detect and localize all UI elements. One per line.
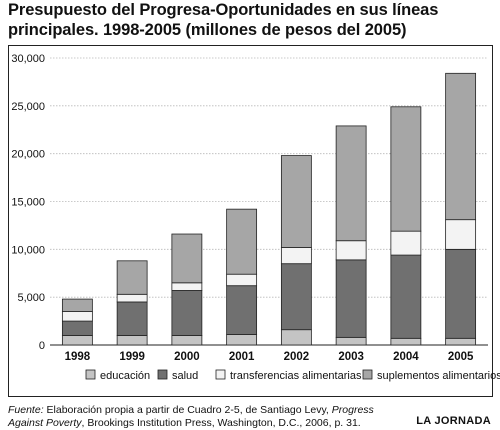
- bar-segment: [116, 293, 148, 303]
- x-tick-label: 2005: [448, 351, 474, 363]
- chart-frame: [8, 45, 493, 397]
- bar-segment: [61, 311, 93, 322]
- y-tick-label: 15,000: [11, 197, 45, 209]
- bar-segment: [445, 248, 477, 339]
- legend-label: educación: [100, 370, 150, 382]
- x-tick-label: 1999: [119, 351, 145, 363]
- bar-segment: [335, 240, 367, 261]
- x-tick-label: 2004: [393, 351, 419, 363]
- bar-segment: [226, 334, 258, 346]
- x-tick-label: 2000: [174, 351, 200, 363]
- bar-segment: [445, 337, 477, 346]
- legend-label: transferencias alimentarias: [230, 370, 362, 382]
- bar-segment: [61, 320, 93, 336]
- y-tick-label: 0: [39, 340, 45, 352]
- chart-title: Presupuesto del Progresa-Oportunidades e…: [8, 0, 494, 40]
- bar-segment: [335, 125, 367, 242]
- source-label: Fuente:: [8, 404, 44, 416]
- source-text: Elaboración propia a partir de Cuadro 2-…: [43, 404, 332, 416]
- bar-segment: [390, 106, 422, 232]
- bar-segment: [280, 155, 312, 248]
- bar-segment: [335, 336, 367, 346]
- x-tick-label: 2001: [229, 351, 255, 363]
- chart-title-line-1: Presupuesto del Progresa-Oportunidades e…: [8, 1, 439, 19]
- y-tick-label: 20,000: [11, 149, 45, 161]
- legend-swatch: [362, 369, 373, 380]
- bar-segment: [171, 335, 203, 346]
- bar-segment: [171, 233, 203, 284]
- bar-segment: [390, 230, 422, 256]
- bar-segment: [61, 335, 93, 346]
- bar-segment: [226, 285, 258, 335]
- bar-segment: [171, 282, 203, 291]
- legend-swatch: [215, 369, 226, 380]
- source-book-title: Progress Against Poverty: [8, 404, 374, 429]
- bar-segment: [116, 335, 148, 346]
- bar-segment: [445, 219, 477, 250]
- x-tick-label: 2003: [338, 351, 364, 363]
- source-note: Fuente: Elaboración propia a partir de C…: [8, 404, 408, 430]
- bar-segment: [390, 337, 422, 346]
- bar-segment: [280, 263, 312, 331]
- y-tick-label: 10,000: [11, 244, 45, 256]
- bar-segment: [280, 329, 312, 346]
- publisher-credit: LA JORNADA: [416, 415, 491, 427]
- bar-segment: [171, 290, 203, 336]
- bar-segment: [61, 298, 93, 312]
- bar-segment: [445, 72, 477, 221]
- x-tick-label: 2002: [284, 351, 310, 363]
- bar-segment: [226, 208, 258, 275]
- legend-label: suplementos alimentarios: [377, 370, 500, 382]
- bar-segment: [116, 260, 148, 295]
- bar-segment: [280, 247, 312, 265]
- chart-title-line-2: principales. 1998-2005 (millones de peso…: [8, 21, 407, 39]
- y-tick-label: 25,000: [11, 101, 45, 113]
- bar-segment: [335, 259, 367, 338]
- legend-swatch: [157, 369, 168, 380]
- y-tick-label: 30,000: [11, 53, 45, 65]
- bar-segment: [390, 254, 422, 339]
- x-tick-label: 1998: [65, 351, 91, 363]
- y-tick-label: 5,000: [17, 292, 45, 304]
- source-publisher: , Brookings Institution Press, Washingto…: [81, 417, 361, 429]
- bar-segment: [226, 273, 258, 287]
- bar-segment: [116, 301, 148, 336]
- legend-swatch: [85, 369, 96, 380]
- legend-label: salud: [172, 370, 198, 382]
